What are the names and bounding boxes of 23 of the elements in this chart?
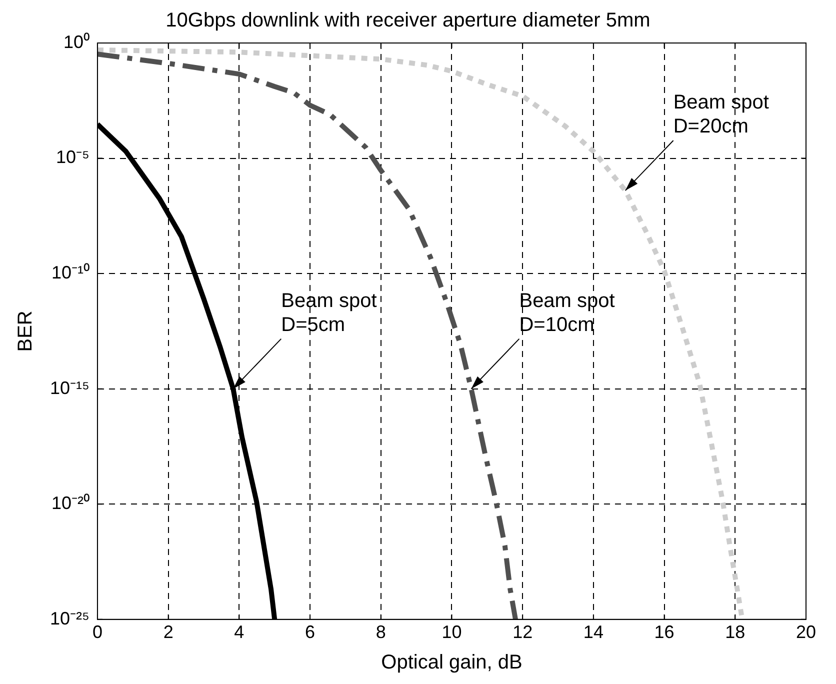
- annotation: Beam spot D=5cm: [281, 290, 378, 336]
- x-tick-label: 12: [512, 622, 533, 642]
- x-tick-label: 8: [376, 622, 386, 642]
- y-tick-label: 10⁻¹⁵: [50, 378, 90, 398]
- x-axis-title: Optical gain, dB: [381, 652, 522, 674]
- x-tick-label: 20: [796, 622, 816, 642]
- annotation: Beam spot D=10cm: [519, 290, 616, 336]
- x-tick-label: 2: [163, 622, 174, 642]
- annotation: Beam spot D=20cm: [673, 92, 770, 138]
- x-tick-label: 18: [725, 622, 746, 642]
- x-tick-label: 10: [442, 622, 462, 642]
- x-tick-label: 16: [654, 622, 674, 642]
- chart-title: 10Gbps downlink with receiver aperture diameter 5mm: [166, 10, 650, 32]
- y-tick-label: 10⁻²⁰: [51, 493, 90, 514]
- x-tick-label: 6: [305, 622, 316, 642]
- y-tick-label: 10⁻⁵: [56, 147, 90, 168]
- x-tick-label: 4: [234, 622, 244, 642]
- y-tick-label: 10⁻¹⁰: [51, 262, 90, 283]
- x-tick-label: 0: [92, 622, 102, 642]
- y-axis-title: BER: [14, 310, 37, 352]
- x-tick-label: 14: [583, 622, 604, 642]
- y-tick-label: 10⁰: [63, 32, 90, 52]
- y-tick-label: 10⁻²⁵: [50, 608, 90, 628]
